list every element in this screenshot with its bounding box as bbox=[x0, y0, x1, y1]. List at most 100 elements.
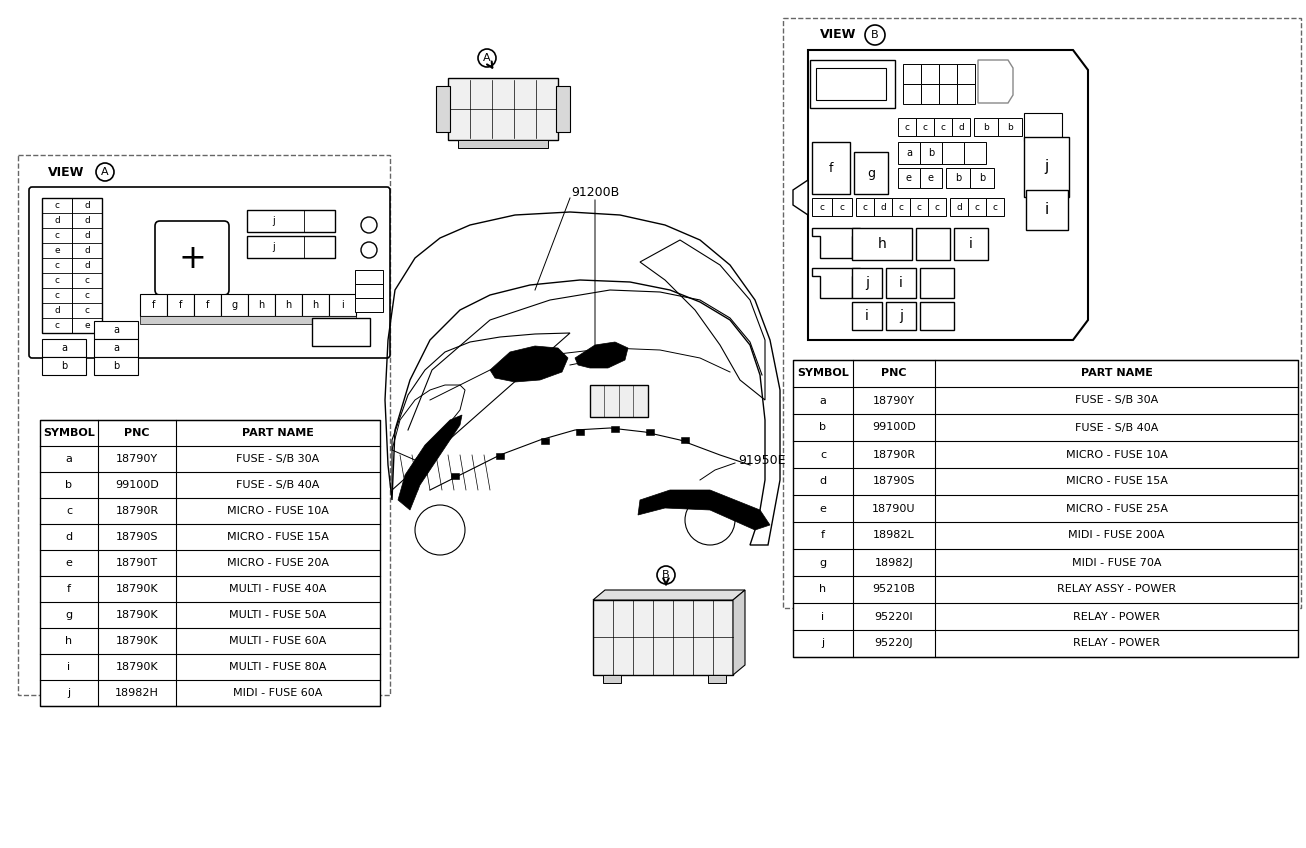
Bar bbox=[929, 198, 946, 216]
Text: a: a bbox=[65, 454, 72, 464]
Bar bbox=[1027, 190, 1068, 230]
Text: d: d bbox=[956, 203, 963, 211]
Bar bbox=[436, 86, 451, 132]
Bar bbox=[852, 228, 912, 260]
Text: 99100D: 99100D bbox=[872, 422, 916, 432]
Text: 18790U: 18790U bbox=[872, 504, 916, 514]
Polygon shape bbox=[733, 590, 744, 675]
Text: b: b bbox=[980, 173, 985, 183]
Bar bbox=[957, 84, 976, 104]
Text: i: i bbox=[969, 237, 973, 251]
Text: h: h bbox=[65, 636, 73, 646]
Text: 95220I: 95220I bbox=[875, 611, 913, 622]
Text: i: i bbox=[1045, 203, 1049, 217]
Bar bbox=[974, 118, 998, 136]
Text: a: a bbox=[114, 325, 119, 335]
Bar bbox=[986, 198, 1004, 216]
Text: 18790S: 18790S bbox=[116, 532, 158, 542]
Text: e: e bbox=[929, 173, 934, 183]
Text: MULTI - FUSE 60A: MULTI - FUSE 60A bbox=[230, 636, 326, 646]
Bar bbox=[832, 198, 852, 216]
Text: e: e bbox=[84, 321, 90, 330]
Bar bbox=[998, 118, 1023, 136]
Bar bbox=[892, 198, 910, 216]
Text: e: e bbox=[65, 558, 72, 568]
Bar bbox=[916, 228, 949, 260]
Text: c: c bbox=[922, 122, 927, 131]
Text: 95210B: 95210B bbox=[872, 584, 916, 594]
Text: RELAY - POWER: RELAY - POWER bbox=[1074, 611, 1160, 622]
Text: j: j bbox=[899, 309, 902, 323]
Text: MICRO - FUSE 15A: MICRO - FUSE 15A bbox=[1066, 477, 1168, 487]
Text: 18790R: 18790R bbox=[115, 506, 158, 516]
Text: c: c bbox=[917, 203, 922, 211]
Polygon shape bbox=[575, 342, 628, 368]
Bar bbox=[167, 294, 195, 316]
Text: a: a bbox=[61, 343, 67, 353]
Text: j: j bbox=[272, 242, 274, 252]
Bar bbox=[910, 198, 929, 216]
Bar bbox=[899, 118, 916, 136]
Text: VIEW: VIEW bbox=[48, 165, 85, 178]
Bar bbox=[496, 453, 504, 459]
Bar bbox=[921, 84, 939, 104]
Text: FUSE - S/B 40A: FUSE - S/B 40A bbox=[236, 480, 320, 490]
Bar bbox=[957, 64, 976, 84]
Bar bbox=[874, 198, 892, 216]
Bar bbox=[949, 198, 968, 216]
Text: b: b bbox=[112, 361, 119, 371]
Text: 18790Y: 18790Y bbox=[116, 454, 158, 464]
Text: 18982J: 18982J bbox=[875, 557, 913, 567]
Text: g: g bbox=[231, 300, 238, 310]
Text: b: b bbox=[955, 173, 961, 183]
Bar bbox=[680, 437, 690, 443]
Bar bbox=[812, 198, 832, 216]
Text: 18982L: 18982L bbox=[874, 531, 916, 540]
Bar bbox=[94, 321, 138, 339]
Bar bbox=[42, 357, 86, 375]
Text: c: c bbox=[65, 506, 72, 516]
Text: j: j bbox=[865, 276, 868, 290]
Text: +: + bbox=[178, 242, 206, 275]
Bar bbox=[451, 473, 458, 479]
Text: f: f bbox=[829, 161, 833, 175]
Bar bbox=[18, 155, 390, 695]
Text: PNC: PNC bbox=[124, 428, 150, 438]
Bar bbox=[94, 339, 138, 357]
Text: h: h bbox=[259, 300, 265, 310]
Text: c: c bbox=[55, 261, 60, 270]
Text: d: d bbox=[84, 201, 90, 210]
Bar bbox=[646, 429, 654, 435]
Bar bbox=[934, 118, 952, 136]
Bar bbox=[852, 268, 882, 298]
Text: MULTI - FUSE 50A: MULTI - FUSE 50A bbox=[230, 610, 326, 620]
Bar bbox=[852, 302, 882, 330]
Bar bbox=[248, 294, 276, 316]
Text: f: f bbox=[821, 531, 825, 540]
Bar bbox=[899, 142, 919, 164]
Text: RELAY - POWER: RELAY - POWER bbox=[1074, 639, 1160, 649]
Text: 18790Y: 18790Y bbox=[872, 395, 916, 405]
Text: g: g bbox=[867, 166, 875, 180]
Bar bbox=[952, 118, 970, 136]
Bar bbox=[593, 600, 733, 675]
Text: c: c bbox=[55, 291, 60, 300]
Text: i: i bbox=[865, 309, 868, 323]
Text: MICRO - FUSE 25A: MICRO - FUSE 25A bbox=[1066, 504, 1168, 514]
Bar bbox=[556, 86, 569, 132]
Text: 18790R: 18790R bbox=[872, 449, 916, 460]
Text: c: c bbox=[862, 203, 867, 211]
Text: c: c bbox=[820, 449, 827, 460]
Text: h: h bbox=[878, 237, 887, 251]
Bar bbox=[939, 64, 957, 84]
Text: c: c bbox=[55, 321, 60, 330]
Text: 18982H: 18982H bbox=[115, 688, 159, 698]
Text: d: d bbox=[65, 532, 73, 542]
Bar bbox=[94, 357, 138, 375]
Text: d: d bbox=[819, 477, 827, 487]
Bar bbox=[902, 64, 921, 84]
Bar bbox=[942, 142, 964, 164]
Text: i: i bbox=[341, 300, 343, 310]
Bar bbox=[855, 198, 874, 216]
Text: FUSE - S/B 30A: FUSE - S/B 30A bbox=[1075, 395, 1158, 405]
